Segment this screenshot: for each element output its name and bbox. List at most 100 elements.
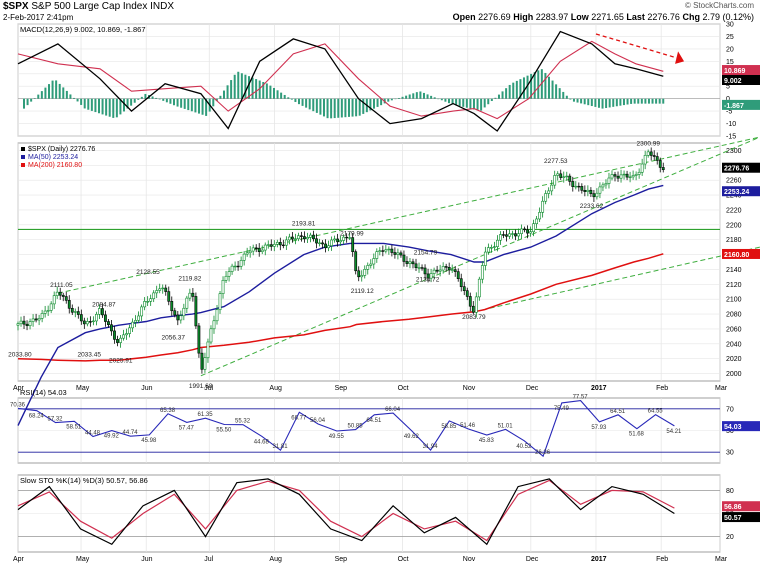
price-bar-body [188,292,192,299]
price-bar-body [408,261,412,264]
price-bar-body [505,234,508,237]
price-bar-body [387,248,391,251]
price-bar-body [79,314,83,322]
price-bar-body [85,321,89,325]
price-bar-body [266,244,270,246]
price-ma200-badge-bg [722,248,760,259]
price-bar-body [155,290,159,294]
macd-histogram-bar [426,94,429,99]
macd-histogram-bar [33,98,36,99]
last-label: Last [626,12,645,22]
price-bar-body [206,341,210,359]
macd-histogram-bar [440,98,443,101]
macd-histogram-bar [219,95,222,99]
price-bar-body [73,311,77,313]
price-tick-label: 2180 [726,237,742,244]
price-bar-body [263,244,267,251]
macd-tick-label: 0 [726,96,730,103]
macd-line [17,30,664,132]
rsi-point-label: 45.98 [141,438,157,444]
macd-histogram-bar [290,98,293,100]
price-bar-body [67,300,71,309]
price-bar-body [468,296,472,307]
low-label: Low [570,12,589,22]
macd-histogram-bar [419,91,422,99]
price-bar-body [125,333,128,336]
macd-histogram-bar [30,98,33,102]
macd-histogram-bar [658,98,661,104]
macd-histogram-bar [476,98,479,111]
price-bar-body [70,307,74,313]
macd-histogram-bar [115,98,118,118]
macd-histogram-bar [415,92,418,99]
price-bar-body [625,173,629,178]
price-legend-swatch [21,155,25,159]
macd-trend-arrow [595,33,681,60]
price-bar-body [182,307,186,317]
x-month-label: Sep [335,385,348,392]
macd-histogram-bar [487,98,490,105]
sto-k-badge: 50.57 [724,515,742,522]
macd-histogram-bar [355,98,358,117]
macd-histogram-bar [80,98,83,105]
rsi-point-label: 49.62 [404,434,420,440]
rsi-point-label: 26.26 [535,450,551,456]
price-ma50-badge: 2253.24 [724,189,749,196]
price-bar-body [58,291,62,296]
price-bar-body [25,323,29,327]
rsi-point-label: 45.83 [479,438,495,444]
price-bar-body [16,323,20,326]
price-point-label: 2119.82 [178,275,201,282]
exchange: INDX [150,1,175,12]
price-point-label: 2233.62 [580,203,604,210]
macd-tick-label: 15 [726,59,734,66]
price-bar-body [149,298,153,302]
price-bar-body [140,306,144,317]
macd-histogram-bar [37,94,40,99]
price-bar-body [601,184,605,188]
macd-histogram-bar [340,98,343,118]
macd-histogram-bar [287,97,290,99]
price-bar-body [284,239,288,246]
price-bar-body [242,253,246,261]
macd-histogram-bar [605,98,608,109]
price-bar-body [568,175,572,182]
price-bar-body [91,320,95,323]
macd-histogram-bar [444,98,447,102]
sto-tick-label: 80 [726,488,734,495]
source-credit: © StockCharts.com [684,1,754,10]
price-bar-body [278,242,282,246]
price-bar-body [218,293,222,311]
price-bar-body [577,185,581,188]
x-month-label-bottom: Jul [204,556,213,563]
macd-histogram-bar [97,98,100,114]
price-bar-body [230,265,234,272]
macd-histogram-bar [83,98,86,109]
price-point-label: 2300.99 [637,141,661,148]
rsi-point-label: 57.32 [48,417,64,423]
symbol-title: $SPX S&P 500 Large Cap Index INDX [3,1,174,12]
price-bar-body [342,236,346,241]
price-bar-body [574,185,578,188]
macd-histogram-bar [247,76,250,99]
macd-histogram-bar [269,85,272,99]
macd-histogram-bar [405,95,408,99]
macd-histogram-bar [655,98,658,104]
price-bar-body [363,269,367,276]
macd-histogram-bar [130,98,133,106]
price-bar-body [297,235,300,240]
x-month-label: 2017 [591,385,607,392]
macd-signal-line [17,40,664,120]
price-bar-body [215,309,219,322]
x-month-label-bottom: 2017 [591,556,607,563]
macd-histogram-bar [197,98,200,114]
macd-histogram-bar [494,97,497,99]
rsi-point-label: 68.24 [29,414,45,420]
macd-histogram-bar [158,98,161,100]
price-tick-label: 2260 [726,178,742,185]
price-tick-label: 2200 [726,222,742,229]
date-line: 2-Feb-2017 2:41pm [3,13,74,22]
price-bar-body [520,228,523,234]
macd-histogram-bar [537,70,540,99]
open-label: Open [452,12,476,22]
